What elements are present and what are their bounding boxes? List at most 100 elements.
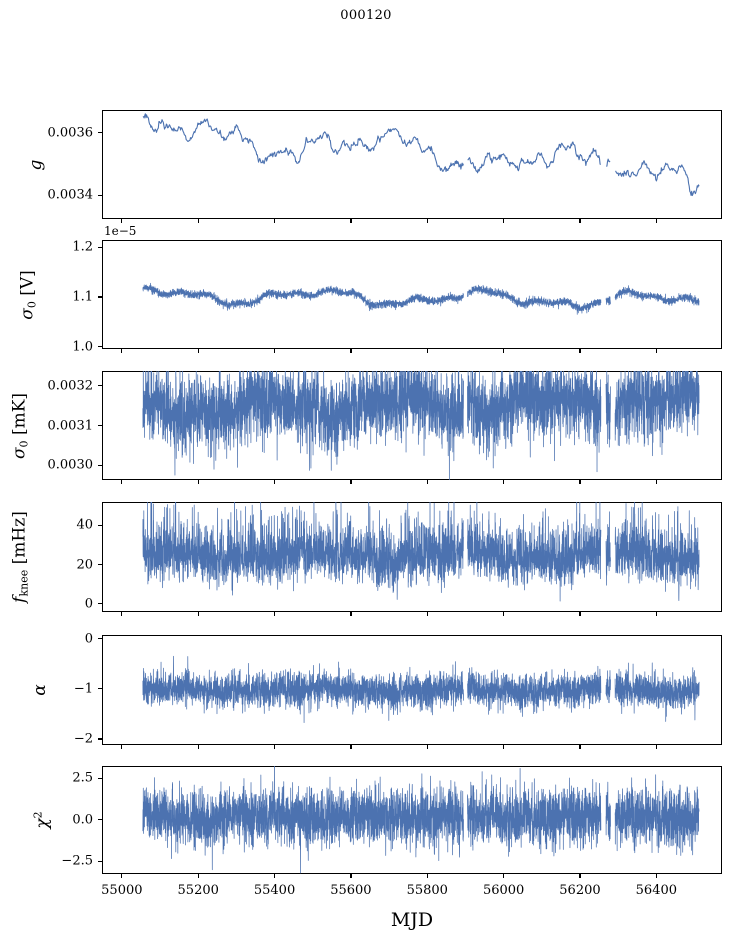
y-tick-label: 40 [76, 517, 93, 533]
x-tick-mark [197, 349, 199, 353]
x-tick-mark [503, 349, 505, 353]
y-tick-label: 0 [84, 596, 93, 612]
x-tick-mark [579, 874, 581, 878]
x-tick-mark [655, 612, 657, 616]
data-trace-chi_squared [142, 766, 700, 874]
x-tick-mark [426, 480, 428, 484]
y-tick-mark [98, 194, 102, 197]
data-trace-alpha [142, 655, 700, 724]
y-axis-offset-text: 1e−5 [104, 224, 137, 238]
y-tick-mark [98, 132, 102, 134]
y-tick-mark [98, 524, 102, 527]
y-tick-mark [98, 819, 102, 821]
data-trace-sigma0_volts [142, 282, 700, 315]
x-tick-mark [121, 219, 123, 223]
x-tick-mark [350, 874, 352, 878]
x-tick-mark [655, 745, 657, 749]
y-axis-label-sigma0_mk: σ0 [mK] [9, 392, 31, 459]
x-tick-mark [503, 745, 505, 749]
figure-title: 000120 [340, 8, 392, 23]
y-tick-label: 0 [84, 631, 93, 647]
x-tick-mark [350, 612, 352, 616]
y-tick-label: 20 [76, 557, 93, 573]
x-tick-mark [121, 745, 123, 749]
y-tick-label: 0.0034 [47, 187, 94, 203]
y-tick-mark [98, 860, 102, 863]
y-tick-mark [98, 603, 102, 605]
y-tick-mark [98, 385, 102, 387]
x-tick-mark [350, 480, 352, 484]
data-trace-sigma0_mk [142, 371, 700, 480]
x-tick-mark [274, 480, 276, 484]
x-tick-mark [426, 874, 428, 878]
x-tick-mark [350, 745, 352, 749]
y-tick-mark [98, 464, 102, 466]
y-axis-label-alpha: α [30, 684, 50, 696]
x-tick-mark [655, 874, 657, 878]
x-tick-mark [197, 874, 199, 878]
x-tick-mark [274, 745, 276, 749]
x-tick-mark [350, 219, 352, 223]
x-tick-label: 55000 [101, 883, 143, 898]
y-tick-mark [98, 777, 102, 779]
x-tick-mark [197, 612, 199, 616]
y-tick-mark [98, 296, 102, 298]
y-axis-label-f_knee: fknee [mHz] [9, 511, 31, 603]
x-tick-label: 56200 [559, 883, 601, 898]
y-tick-mark [98, 638, 102, 640]
x-tick-mark [579, 349, 581, 353]
x-tick-mark [121, 480, 123, 484]
x-axis-label: MJD [390, 909, 434, 931]
x-tick-mark [579, 612, 581, 616]
x-tick-mark [274, 219, 276, 223]
x-tick-mark [655, 219, 657, 223]
x-tick-mark [426, 745, 428, 749]
x-tick-mark [503, 874, 505, 878]
x-tick-label: 55400 [253, 883, 296, 898]
panel-gain: 0.0034 0.0036 g [26, 110, 722, 223]
y-axis-label-gain: g [26, 159, 46, 170]
x-tick-mark [274, 612, 276, 616]
y-tick-label: 0.0031 [47, 418, 94, 433]
y-tick-label: 2.5 [72, 770, 93, 786]
y-tick-label: −2.5 [61, 853, 93, 869]
data-trace-f_knee [142, 502, 700, 602]
x-tick-mark [426, 219, 428, 223]
y-tick-mark [98, 564, 102, 566]
x-tick-mark [503, 219, 505, 223]
y-tick-label: 0.0 [72, 812, 93, 828]
x-tick-label: 56000 [482, 883, 525, 898]
y-tick-label: 1.0 [72, 339, 93, 355]
x-tick-mark [579, 745, 581, 749]
x-tick-mark [426, 612, 428, 616]
x-tick-mark [197, 480, 199, 484]
y-tick-mark [98, 738, 102, 740]
y-tick-mark [98, 246, 102, 249]
y-tick-label: 1.2 [72, 239, 93, 255]
y-tick-mark [98, 425, 102, 427]
y-tick-label: −1 [73, 681, 93, 697]
x-tick-mark [274, 874, 276, 878]
x-tick-mark [274, 349, 276, 353]
x-tick-label: 56400 [635, 883, 678, 898]
x-tick-label: 55600 [330, 883, 372, 898]
x-tick-mark [426, 349, 428, 353]
x-tick-mark [579, 480, 581, 484]
panel-f_knee: 0 20 40 fknee [mHz] [9, 502, 722, 616]
x-tick-mark [197, 745, 199, 749]
panel-frame [102, 110, 722, 219]
y-tick-label: 1.1 [72, 289, 93, 305]
y-axis-label-sigma0_volts: σ0 [V] [17, 269, 39, 320]
x-tick-mark [503, 480, 505, 484]
x-tick-mark [655, 480, 657, 484]
panel-sigma0_volts: 1.0 1.1 1.2 σ0 [V] 1e−5 [17, 224, 722, 354]
x-tick-label: 55800 [406, 883, 448, 898]
x-tick-label: 55200 [177, 883, 219, 898]
x-tick-mark [121, 349, 123, 353]
x-tick-mark [121, 612, 123, 616]
y-tick-mark [98, 688, 102, 690]
x-tick-mark [503, 612, 505, 616]
panel-chi_squared: −2.5 0.0 2.5 χ2 55000 55200 55400 55600 55800 560… [31, 766, 722, 898]
panel-alpha: −2 −1 0 α [30, 631, 722, 749]
y-tick-label: 0.0032 [47, 378, 94, 394]
